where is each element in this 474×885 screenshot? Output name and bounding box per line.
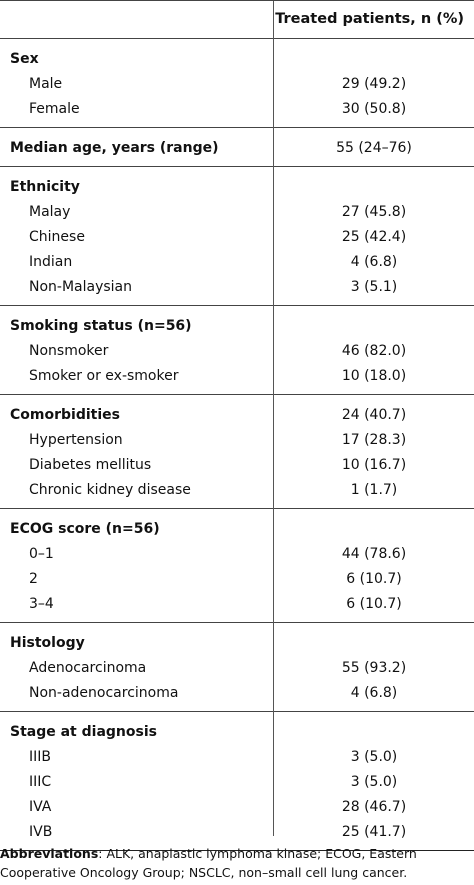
section-heading: Comorbidities <box>10 407 120 423</box>
row-value: 29 (49.2) <box>341 76 407 92</box>
row-label: 2 <box>29 571 38 587</box>
section-heading-value: 24 (40.7) <box>341 407 407 423</box>
section-smoking: Smoking status (n=56) Nonsmoker 46 (82.0) S… <box>0 306 474 395</box>
row-value: 4 (6.8) <box>350 685 398 701</box>
row-label: Indian <box>29 254 73 270</box>
row-value: 55 (93.2) <box>341 660 407 676</box>
table-row: 3–4 6 (10.7) <box>0 592 474 617</box>
section-heading-row: Median age, years (range) 55 (24–76) <box>0 136 474 161</box>
row-label: Non-adenocarcinoma <box>29 685 179 701</box>
section-heading-row: Smoking status (n=56) <box>0 314 474 339</box>
section-histology: Histology Adenocarcinoma 55 (93.2) Non-aden… <box>0 623 474 712</box>
row-value: 10 (18.0) <box>341 368 407 384</box>
section-heading: Stage at diagnosis <box>10 724 157 740</box>
table-header: Treated patients, n (%) <box>0 1 474 39</box>
table-row: IIIB 3 (5.0) <box>0 745 474 770</box>
column-header-treated-patients: Treated patients, n (%) <box>275 11 464 27</box>
section-heading-row: ECOG score (n=56) <box>0 517 474 542</box>
table-row: Nonsmoker 46 (82.0) <box>0 339 474 364</box>
section-heading-row: Ethnicity <box>0 175 474 200</box>
table-row: Chinese 25 (42.4) <box>0 225 474 250</box>
table-row: 0–1 44 (78.6) <box>0 542 474 567</box>
section-heading: Smoking status (n=56) <box>10 318 192 334</box>
section-heading: Sex <box>10 51 39 67</box>
table-row: Smoker or ex-smoker 10 (18.0) <box>0 364 474 389</box>
row-value: 10 (16.7) <box>341 457 407 473</box>
row-value: 30 (50.8) <box>341 101 407 117</box>
table-row: IVB 25 (41.7) <box>0 820 474 845</box>
section-heading: ECOG score (n=56) <box>10 521 160 537</box>
row-label: Nonsmoker <box>29 343 109 359</box>
row-label: IIIB <box>29 749 51 765</box>
section-heading-row: Sex <box>0 47 474 72</box>
row-label: IVB <box>29 824 53 840</box>
row-value: 3 (5.0) <box>350 774 398 790</box>
row-value: 44 (78.6) <box>341 546 407 562</box>
row-label: Chinese <box>29 229 85 245</box>
section-heading: Median age, years (range) <box>10 140 219 156</box>
column-divider <box>273 1 274 836</box>
row-value: 46 (82.0) <box>341 343 407 359</box>
row-label: 0–1 <box>29 546 54 562</box>
row-label: Malay <box>29 204 71 220</box>
row-label: Female <box>29 101 80 117</box>
patient-characteristics-table: Treated patients, n (%) Sex Male 29 (49.2)… <box>0 0 474 851</box>
table-row: Hypertension 17 (28.3) <box>0 428 474 453</box>
row-label: 3–4 <box>29 596 54 612</box>
section-heading-row: Histology <box>0 631 474 656</box>
section-heading-row: Comorbidities 24 (40.7) <box>0 403 474 428</box>
section-stage: Stage at diagnosis IIIB 3 (5.0) IIIC 3 (5.0)… <box>0 712 474 851</box>
section-heading: Ethnicity <box>10 179 80 195</box>
section-heading: Histology <box>10 635 85 651</box>
row-value: 28 (46.7) <box>341 799 407 815</box>
row-label: Chronic kidney disease <box>29 482 191 498</box>
section-sex: Sex Male 29 (49.2) Female 30 (50.8) <box>0 39 474 128</box>
row-label: Diabetes mellitus <box>29 457 152 473</box>
section-ethnicity: Ethnicity Malay 27 (45.8) Chinese 25 (42.4) I… <box>0 167 474 306</box>
table-row: IVA 28 (46.7) <box>0 795 474 820</box>
row-label: Non-Malaysian <box>29 279 133 295</box>
row-label: Male <box>29 76 63 92</box>
footnote-heading: Abbreviations <box>0 846 99 861</box>
table-row: Female 30 (50.8) <box>0 97 474 122</box>
row-label: IIIC <box>29 774 52 790</box>
table-row: Indian 4 (6.8) <box>0 250 474 275</box>
section-ecog: ECOG score (n=56) 0–1 44 (78.6) 2 6 (10.7) 3–… <box>0 509 474 623</box>
table-row: Chronic kidney disease 1 (1.7) <box>0 478 474 503</box>
row-value: 17 (28.3) <box>341 432 407 448</box>
section-comorbidities: Comorbidities 24 (40.7) Hypertension 17 (28… <box>0 395 474 509</box>
table-row: Male 29 (49.2) <box>0 72 474 97</box>
row-value: 1 (1.7) <box>350 482 398 498</box>
table-row: Non-Malaysian 3 (5.1) <box>0 275 474 300</box>
section-heading-value: 55 (24–76) <box>336 140 412 156</box>
row-value: 6 (10.7) <box>346 571 402 587</box>
row-value: 27 (45.8) <box>341 204 407 220</box>
table-row: Diabetes mellitus 10 (16.7) <box>0 453 474 478</box>
section-median-age: Median age, years (range) 55 (24–76) <box>0 128 474 167</box>
row-label: IVA <box>29 799 52 815</box>
footnote-text: : ALK, anaplastic lymphoma kinase; ECOG,… <box>0 846 417 880</box>
table-row: Non-adenocarcinoma 4 (6.8) <box>0 681 474 706</box>
section-heading-row: Stage at diagnosis <box>0 720 474 745</box>
row-label: Hypertension <box>29 432 123 448</box>
row-value: 3 (5.0) <box>350 749 398 765</box>
table-row: Malay 27 (45.8) <box>0 200 474 225</box>
table-row: Adenocarcinoma 55 (93.2) <box>0 656 474 681</box>
row-value: 4 (6.8) <box>350 254 398 270</box>
table-footnote: Abbreviations: ALK, anaplastic lymphoma … <box>0 844 474 882</box>
table-row: 2 6 (10.7) <box>0 567 474 592</box>
row-label: Smoker or ex-smoker <box>29 368 179 384</box>
table-row: IIIC 3 (5.0) <box>0 770 474 795</box>
row-label: Adenocarcinoma <box>29 660 147 676</box>
row-value: 3 (5.1) <box>350 279 398 295</box>
row-value: 25 (41.7) <box>341 824 407 840</box>
row-value: 6 (10.7) <box>346 596 402 612</box>
row-value: 25 (42.4) <box>341 229 407 245</box>
